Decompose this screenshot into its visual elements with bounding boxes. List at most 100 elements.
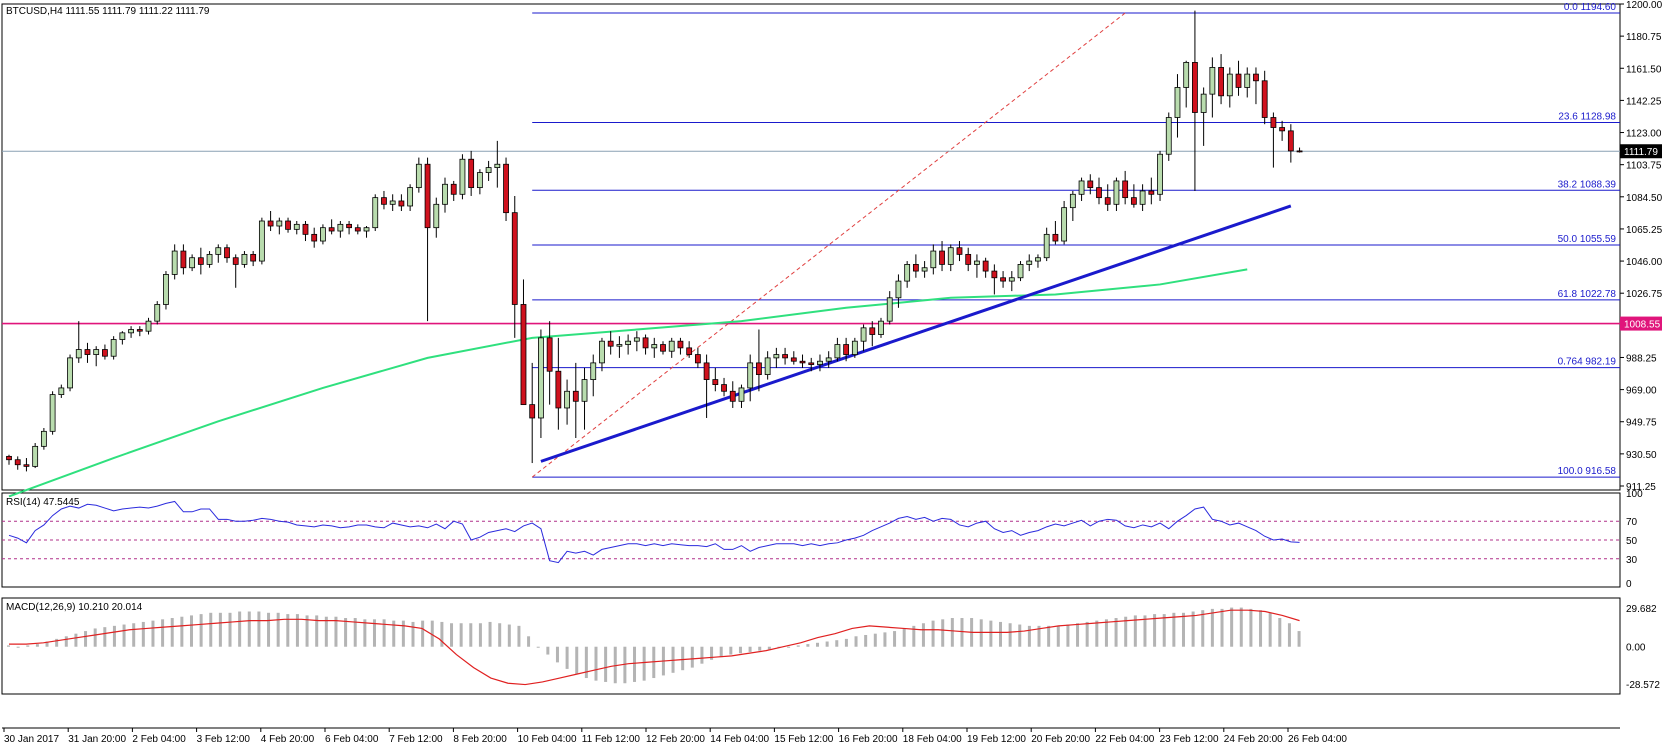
macd-histogram-bar: [295, 614, 299, 647]
rsi-y-tick-label: 0: [1626, 579, 1632, 590]
macd-histogram-bar: [1047, 625, 1051, 647]
bull-candle: [75, 349, 82, 359]
rsi-y-tick-label: 30: [1626, 555, 1638, 566]
macd-histogram-bar: [1162, 614, 1166, 647]
bull-candle: [974, 260, 980, 265]
macd-histogram-bar: [151, 620, 155, 647]
macd-histogram-bar: [633, 646, 637, 682]
bear-candle: [1253, 73, 1259, 82]
bull-candle: [241, 253, 248, 265]
macd-histogram-bar: [132, 623, 136, 647]
bear-candle: [686, 347, 693, 355]
x-axis-tick-label: 26 Feb 04:00: [1288, 734, 1347, 745]
bull-candle: [895, 280, 902, 299]
macd-histogram-bar: [411, 621, 415, 647]
bull-candle: [363, 227, 370, 232]
bull-candle: [633, 337, 640, 342]
x-axis-tick-label: 20 Feb 20:00: [1031, 734, 1090, 745]
macd-histogram-bar: [430, 620, 434, 647]
bear-candle: [729, 390, 736, 402]
main-y-tick-label: 1123.00: [1626, 129, 1662, 140]
macd-histogram-bar: [218, 612, 222, 647]
bear-candle: [1104, 197, 1111, 205]
bull-candle: [119, 332, 126, 340]
bear-candle: [982, 260, 989, 272]
macd-histogram-bar: [488, 621, 492, 647]
x-axis-tick-label: 31 Jan 20:00: [68, 734, 126, 745]
bear-candle: [869, 327, 876, 335]
macd-histogram-bar: [401, 620, 405, 647]
bear-candle: [520, 304, 527, 406]
fib-level-label: 38.2 1088.39: [1558, 179, 1617, 190]
macd-histogram-bar: [1095, 620, 1099, 647]
x-axis-tick-label: 7 Feb 12:00: [389, 734, 443, 745]
macd-histogram-bar: [710, 646, 714, 660]
bear-candle: [302, 223, 309, 235]
macd-histogram-bar: [353, 618, 357, 647]
x-axis-tick-label: 3 Feb 12:00: [197, 734, 251, 745]
bull-candle: [860, 327, 867, 342]
macd-histogram-bar: [989, 620, 993, 647]
bull-candle: [1183, 62, 1190, 88]
x-axis-tick-label: 4 Feb 20:00: [261, 734, 315, 745]
macd-histogram-bar: [1143, 615, 1147, 647]
macd-histogram-bar: [141, 621, 145, 647]
x-axis-tick-label: 2 Feb 04:00: [132, 734, 186, 745]
main-y-tick-label: 1161.50: [1626, 64, 1662, 75]
bull-candle: [590, 362, 597, 380]
fib-level-label: 61.8 1022.78: [1558, 289, 1617, 300]
bull-candle: [851, 340, 858, 355]
current-price-tag: [1620, 144, 1662, 159]
macd-histogram-bar: [1259, 610, 1263, 647]
rsi-line: [8, 500, 1300, 564]
bull-candle: [625, 340, 632, 345]
bull-candle: [215, 247, 222, 255]
bear-candle: [1096, 187, 1102, 199]
macd-histogram-bar: [344, 618, 348, 647]
bear-candle: [1148, 190, 1155, 195]
macd-histogram-bar: [700, 646, 704, 664]
macd-histogram-bar: [421, 620, 425, 647]
macd-histogram-bar: [392, 620, 396, 647]
horizontal-level-label: 1008.55: [1624, 320, 1661, 331]
macd-histogram-bar: [555, 646, 559, 663]
macd-histogram-bar: [1056, 625, 1060, 647]
macd-histogram-bar: [209, 612, 213, 647]
x-axis-tick-label: 6 Feb 04:00: [325, 734, 379, 745]
bull-candle: [1008, 277, 1015, 282]
macd-histogram-bar: [825, 641, 829, 647]
bull-candle: [206, 253, 213, 265]
bear-candle: [346, 223, 352, 229]
bull-candle: [773, 354, 780, 359]
macd-histogram-bar: [440, 621, 444, 647]
bear-candle: [1279, 127, 1286, 132]
bull-candle: [49, 394, 56, 432]
bull-candle: [1026, 260, 1033, 265]
bear-candle: [450, 183, 457, 195]
macd-histogram-bar: [16, 646, 20, 648]
macd-histogram-bar: [257, 611, 261, 647]
bull-candle: [320, 227, 326, 242]
bull-candle: [764, 357, 771, 375]
bear-candle: [712, 379, 719, 385]
bear-candle: [6, 455, 12, 461]
macd-histogram-bar: [941, 619, 945, 647]
macd-histogram-bar: [26, 645, 30, 647]
macd-histogram-bar: [55, 638, 59, 647]
macd-histogram-bar: [979, 619, 983, 647]
bear-candle: [782, 354, 788, 359]
x-axis-tick-label: 14 Feb 04:00: [710, 734, 769, 745]
bull-candle: [189, 257, 196, 269]
bull-candle: [1069, 193, 1076, 209]
bull-candle: [651, 344, 658, 349]
macd-histogram-bar: [912, 625, 916, 647]
bull-candle: [58, 387, 65, 396]
bull-candle: [128, 329, 134, 334]
x-axis-tick-label: 12 Feb 20:00: [646, 734, 705, 745]
bull-candle: [1157, 153, 1163, 195]
macd-histogram-bar: [893, 631, 897, 647]
bear-candle: [912, 264, 919, 272]
bear-candle: [224, 247, 230, 259]
